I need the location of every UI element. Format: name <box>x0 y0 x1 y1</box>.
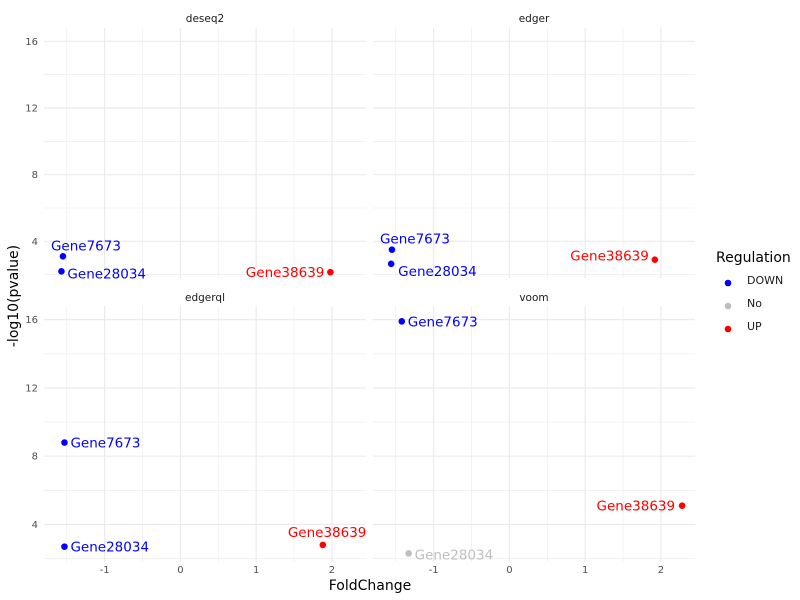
panel-grid <box>373 306 695 562</box>
y-axis-ticks: 4 8 12 16 4 8 12 16 <box>25 37 38 531</box>
legend-item-down: a DOWN <box>724 274 783 288</box>
y-tick-label: 8 <box>32 452 38 463</box>
x-tick-label: 1 <box>253 565 259 576</box>
panel-edger: edger Gene7673 Gene28034 Gene38639 <box>373 13 695 280</box>
x-tick-label: 2 <box>329 565 335 576</box>
data-point-gene38639 <box>319 541 327 549</box>
data-point-gene38639 <box>651 256 659 263</box>
panel-deseq2: deseq2 Gene7673 Gene28034 Gene38639 <box>44 13 366 282</box>
y-tick-label: 12 <box>25 383 38 394</box>
legend-key-glyph: a <box>725 302 730 311</box>
panel-title: voom <box>519 292 548 304</box>
x-axis-title: FoldChange <box>329 578 412 594</box>
panel-title: deseq2 <box>186 13 224 25</box>
panel-title: edgerql <box>185 292 225 304</box>
legend-point <box>724 325 732 333</box>
legend-point <box>724 302 732 310</box>
panel-grid <box>373 28 695 278</box>
x-tick-label: -1 <box>429 565 439 576</box>
x-tick-label: 0 <box>177 565 183 576</box>
data-point-gene28034 <box>405 550 412 557</box>
data-point-gene28034 <box>61 543 68 550</box>
legend: Regulation a DOWN a No a UP <box>716 250 791 334</box>
panel-grid <box>44 306 366 562</box>
data-point-gene38639 <box>327 268 334 276</box>
panel-grid <box>44 28 366 278</box>
legend-label: UP <box>747 320 762 333</box>
x-tick-label: -1 <box>100 565 110 576</box>
gene-label-gene28034: Gene28034 <box>415 547 494 563</box>
y-tick-label: 16 <box>25 37 38 48</box>
legend-key-glyph: a <box>725 279 730 288</box>
y-tick-label: 4 <box>32 237 38 248</box>
gene-label-gene7673: Gene7673 <box>380 232 450 248</box>
legend-label: No <box>747 297 762 310</box>
data-point-gene7673 <box>61 439 68 446</box>
y-tick-label: 8 <box>32 170 38 181</box>
gene-label-gene28034: Gene28034 <box>70 540 149 556</box>
panel-title: edger <box>519 13 550 25</box>
data-point-gene28034 <box>58 268 65 275</box>
x-axis-ticks: -1 0 1 2 -1 0 1 2 <box>100 565 664 576</box>
gene-label-gene38639: Gene38639 <box>246 265 325 281</box>
gene-label-gene28034: Gene28034 <box>398 264 477 280</box>
panels-layer: deseq2 Gene7673 Gene28034 Gene38639 edger Gen… <box>44 13 695 563</box>
panel-edgerql: edgerql Gene7673 Gene28034 Gene38639 <box>44 292 366 562</box>
gene-label-gene7673: Gene7673 <box>408 314 478 330</box>
y-tick-label: 12 <box>25 104 38 115</box>
gene-label-gene28034: Gene28034 <box>67 266 146 282</box>
data-point-gene28034 <box>387 260 395 268</box>
panel-voom: voom Gene7673 Gene28034 Gene38639 <box>373 292 695 563</box>
legend-key-glyph: a <box>725 325 730 334</box>
data-point-gene7673 <box>59 253 67 260</box>
gene-label-gene7673: Gene7673 <box>51 238 121 254</box>
legend-item-no: a No <box>724 297 762 311</box>
data-point-gene7673 <box>388 246 396 253</box>
gene-label-gene38639: Gene38639 <box>570 249 649 265</box>
y-tick-label: 4 <box>32 520 38 531</box>
x-tick-label: 0 <box>506 565 512 576</box>
y-tick-label: 16 <box>25 315 38 326</box>
y-axis-title: -log10(pvalue) <box>6 245 22 347</box>
legend-item-up: a UP <box>724 320 762 334</box>
legend-point <box>724 279 732 287</box>
data-point-gene7673 <box>398 318 406 325</box>
data-point-gene38639 <box>678 502 686 509</box>
legend-items: a DOWN a No a UP <box>724 274 783 334</box>
x-tick-label: 1 <box>582 565 588 576</box>
legend-label: DOWN <box>747 274 783 287</box>
legend-title: Regulation <box>716 250 791 266</box>
gene-label-gene38639: Gene38639 <box>597 499 676 515</box>
gene-label-gene7673: Gene7673 <box>70 436 140 452</box>
x-tick-label: 2 <box>658 565 664 576</box>
gene-label-gene38639: Gene38639 <box>288 525 367 541</box>
